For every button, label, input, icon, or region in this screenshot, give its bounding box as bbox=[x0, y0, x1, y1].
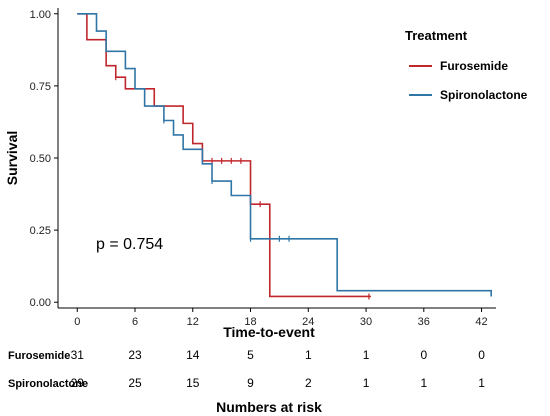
risk-count: 2 bbox=[305, 376, 312, 390]
survival-curve-furosemide bbox=[77, 12, 371, 298]
x-tick-label: 30 bbox=[360, 316, 372, 328]
risk-count: 0 bbox=[420, 348, 427, 362]
risk-count: 1 bbox=[478, 376, 485, 390]
risk-count: 15 bbox=[186, 376, 200, 390]
risk-count: 5 bbox=[247, 348, 254, 362]
y-tick-label: 0.50 bbox=[30, 153, 51, 165]
risk-row-label: Spironolactone bbox=[8, 378, 88, 390]
risk-count: 29 bbox=[71, 376, 85, 390]
legend-label-spironolactone: Spironolactone bbox=[440, 88, 528, 102]
legend-label-furosemide: Furosemide bbox=[440, 59, 508, 73]
risk-count: 31 bbox=[71, 348, 85, 362]
x-tick-label: 6 bbox=[132, 316, 138, 328]
y-tick-label: 0.25 bbox=[30, 225, 51, 237]
survival-curves bbox=[77, 12, 492, 300]
y-tick-label: 0.75 bbox=[30, 81, 51, 93]
x-tick-label: 0 bbox=[74, 316, 80, 328]
y-axis-title: Survival bbox=[4, 131, 20, 185]
risk-count: 1 bbox=[305, 348, 312, 362]
x-tick-label: 18 bbox=[244, 316, 256, 328]
x-axis-title: Time-to-event bbox=[223, 324, 315, 340]
legend-title: Treatment bbox=[405, 28, 468, 43]
risk-count: 23 bbox=[128, 348, 142, 362]
risk-count: 1 bbox=[363, 376, 370, 390]
risk-count: 0 bbox=[478, 348, 485, 362]
risk-count: 25 bbox=[128, 376, 142, 390]
risk-count: 14 bbox=[186, 348, 200, 362]
risk-count: 1 bbox=[420, 376, 427, 390]
x-tick-label: 36 bbox=[418, 316, 430, 328]
x-tick-label: 24 bbox=[302, 316, 314, 328]
series-spironolactone bbox=[77, 12, 492, 297]
risk-row-label: Furosemide bbox=[8, 350, 70, 362]
survival-curve-spironolactone bbox=[77, 12, 492, 297]
x-tick-label: 42 bbox=[475, 316, 487, 328]
series-furosemide bbox=[77, 12, 371, 300]
p-value-annotation: p = 0.754 bbox=[96, 236, 163, 253]
risk-count: 1 bbox=[363, 348, 370, 362]
y-tick-label: 1.00 bbox=[30, 9, 51, 21]
risk-count: 9 bbox=[247, 376, 254, 390]
y-tick-label: 0.00 bbox=[30, 297, 51, 309]
x-tick-label: 12 bbox=[187, 316, 199, 328]
risk-table-title: Numbers at risk bbox=[216, 399, 322, 415]
plot-axes: 0.00 0.25 0.50 0.75 1.00 0 6 12 18 24 30 36 42 bbox=[30, 8, 496, 328]
legend: Treatment Furosemide Spironolactone bbox=[405, 28, 528, 102]
